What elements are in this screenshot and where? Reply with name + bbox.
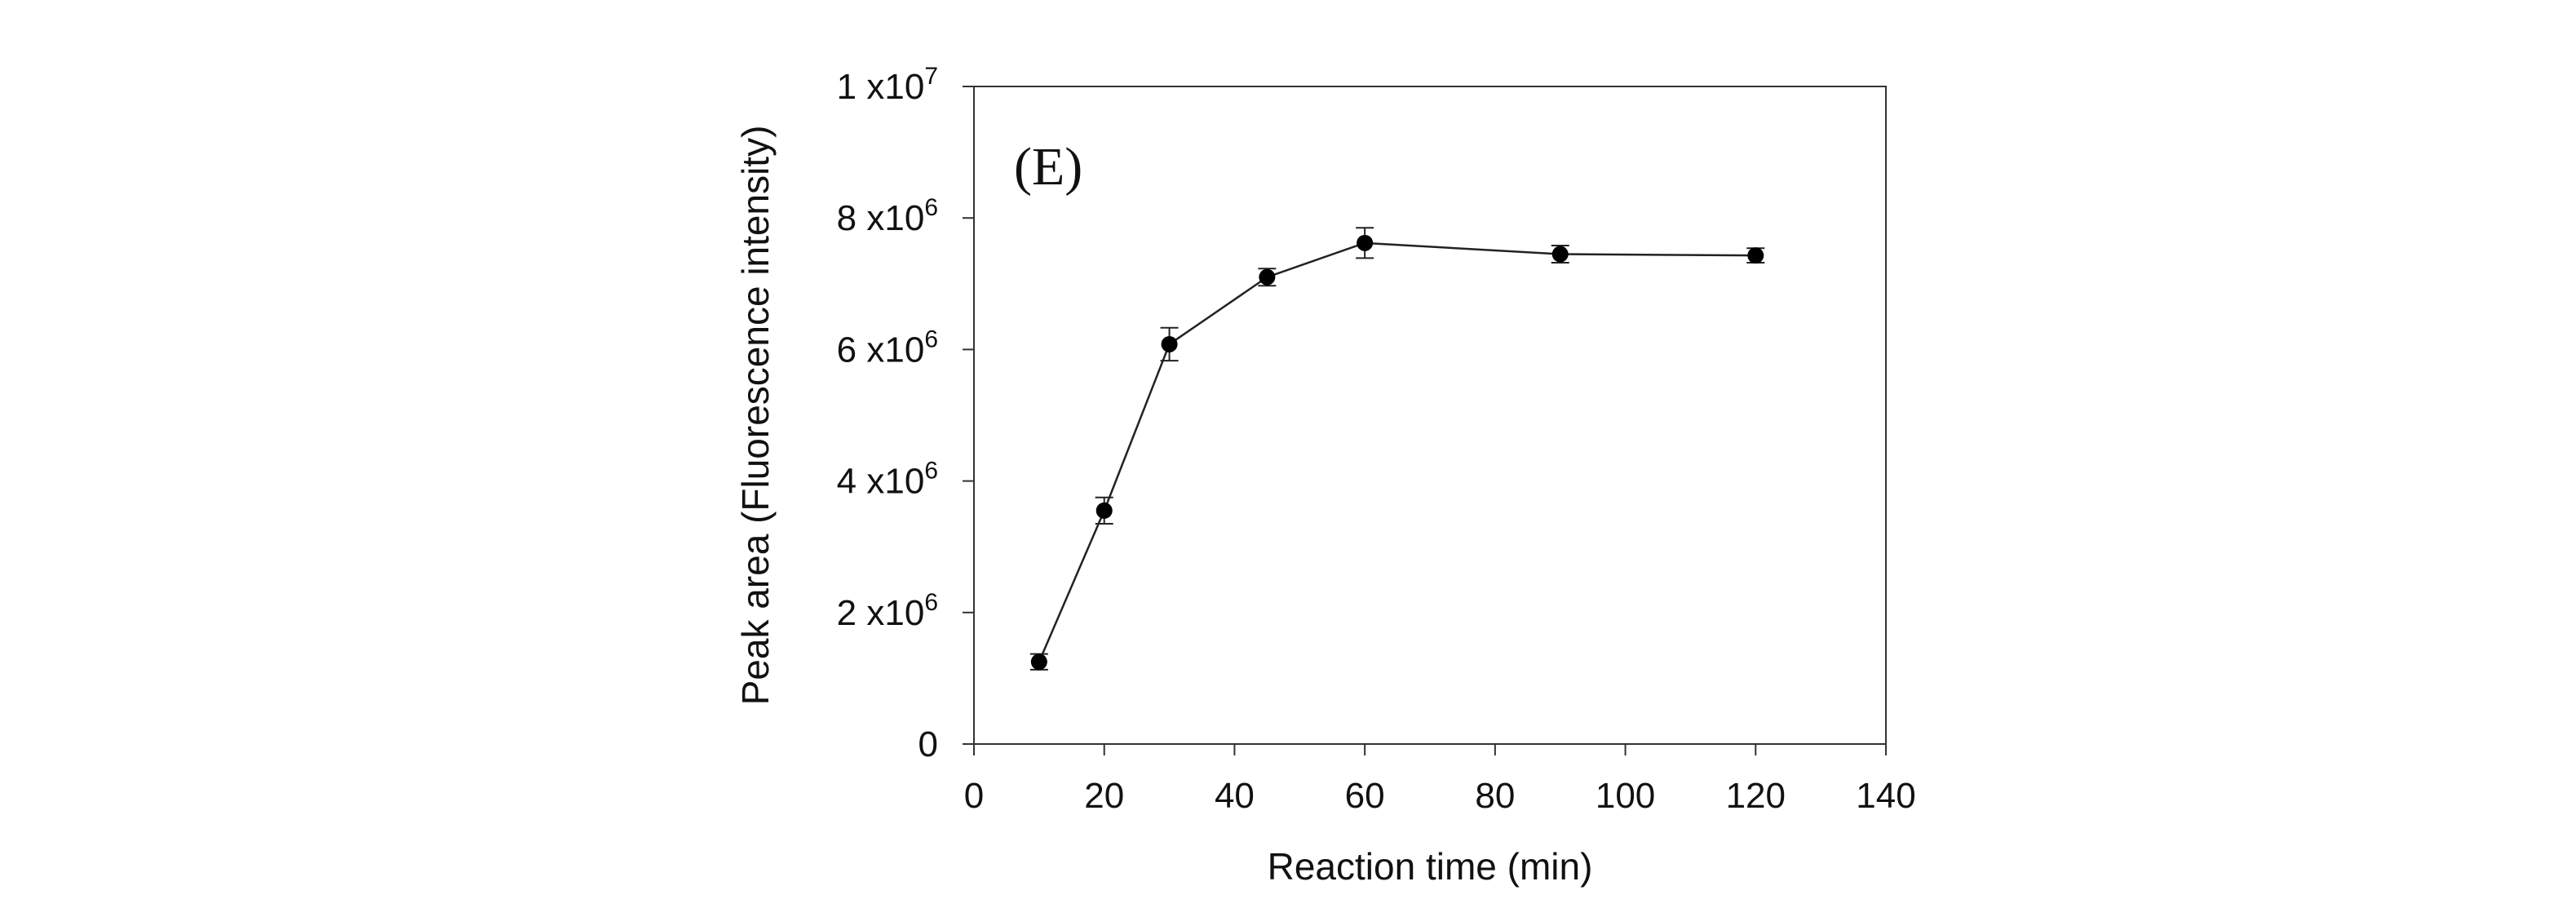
y-axis-title: Peak area (Fluorescence intensity) [734,126,777,706]
data-point [1747,247,1764,264]
y-tick-mantissa: 2 x10 [837,593,925,633]
x-tick-label: 60 [1345,776,1385,816]
series-line [1038,241,1756,662]
y-tick-exponent: 6 [924,458,938,485]
y-tick-exponent: 6 [924,326,938,352]
y-tick-exponent: 6 [924,194,938,221]
x-tick-label: 80 [1475,776,1515,816]
x-axis-title: Reaction time (min) [1268,845,1593,888]
x-tick-label: 0 [964,776,984,816]
y-tick-mantissa: 4 x10 [837,462,925,502]
x-tick-label: 20 [1084,776,1124,816]
y-tick-label: 0 [918,724,938,764]
data-point [1357,234,1374,251]
panel-label: (E) [1014,137,1082,197]
data-point [1161,335,1178,352]
y-tick-mantissa: 1 x10 [837,67,925,107]
y-tick-exponent: 6 [924,589,938,616]
data-point [1095,502,1113,519]
data-point [1259,268,1276,286]
x-tick-label: 40 [1215,776,1255,816]
y-tick-label: 8 x106 [837,194,938,238]
y-tick-exponent: 7 [924,63,938,90]
data-point [1551,246,1569,263]
y-tick-label: 4 x106 [837,458,938,502]
y-tick-mantissa: 0 [918,724,938,764]
data-point [1030,653,1047,671]
x-tick-label: 120 [1726,776,1786,816]
y-tick-label: 1 x107 [837,63,938,107]
x-tick-label: 140 [1856,776,1915,816]
x-tick-label: 100 [1596,776,1655,816]
x-axis-ticks: 0 20 40 60 80 100 120 140 [964,744,1916,816]
y-tick-label: 2 x106 [837,589,938,633]
y-tick-mantissa: 8 x10 [837,198,925,238]
plot-frame [973,86,1887,745]
plot-border [973,86,1887,745]
y-tick-mantissa: 6 x10 [837,330,925,370]
series-layer [1029,227,1765,671]
y-tick-label: 6 x106 [837,326,938,370]
